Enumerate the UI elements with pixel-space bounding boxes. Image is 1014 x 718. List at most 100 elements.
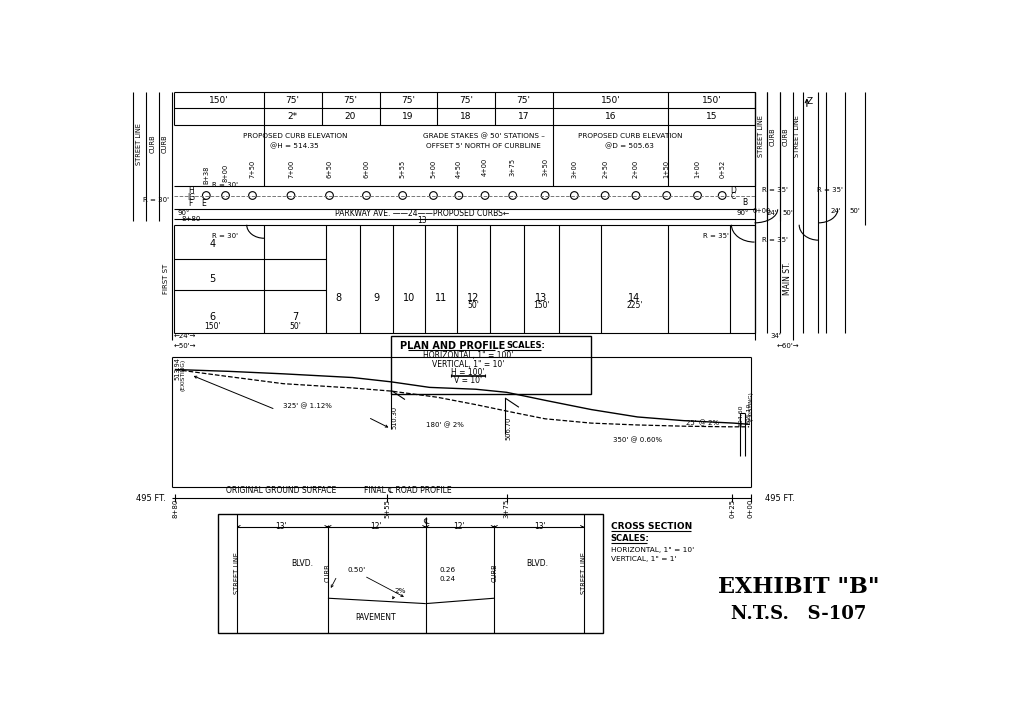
Text: 13: 13 bbox=[417, 215, 427, 225]
Text: F: F bbox=[189, 200, 193, 208]
Text: 24': 24' bbox=[830, 208, 842, 214]
Text: 2%: 2% bbox=[394, 587, 406, 594]
Text: 150': 150' bbox=[533, 301, 550, 310]
Text: ←60'→: ←60'→ bbox=[777, 342, 799, 349]
Text: B+38: B+38 bbox=[203, 166, 209, 184]
Text: 8+80: 8+80 bbox=[182, 215, 201, 222]
Text: (EXISTING): (EXISTING) bbox=[180, 359, 186, 391]
Text: ←50'→: ←50'→ bbox=[173, 342, 196, 349]
Text: STREET LINE: STREET LINE bbox=[136, 123, 142, 165]
Text: 3+50: 3+50 bbox=[542, 158, 549, 176]
Text: STREET LINE: STREET LINE bbox=[794, 116, 800, 157]
Text: PLAN AND PROFILE: PLAN AND PROFILE bbox=[401, 340, 505, 350]
Text: 5: 5 bbox=[209, 274, 216, 284]
Text: 513.94: 513.94 bbox=[174, 358, 180, 381]
Text: 0+52: 0+52 bbox=[719, 160, 725, 179]
Text: B: B bbox=[742, 198, 748, 207]
Text: 50': 50' bbox=[782, 210, 793, 216]
Text: IG: IG bbox=[187, 192, 195, 202]
Text: 12: 12 bbox=[467, 293, 480, 303]
Text: 6+00: 6+00 bbox=[363, 160, 369, 179]
Text: 495 FT.: 495 FT. bbox=[136, 493, 165, 503]
Text: ←24'→: ←24'→ bbox=[173, 333, 196, 340]
Text: 5+55: 5+55 bbox=[384, 498, 390, 518]
Text: 4: 4 bbox=[209, 239, 216, 249]
Text: 150': 150' bbox=[600, 95, 621, 105]
Text: OFFSET 5' NORTH OF CURBLINE: OFFSET 5' NORTH OF CURBLINE bbox=[426, 143, 540, 149]
Text: D: D bbox=[730, 186, 736, 195]
Text: 8+00: 8+00 bbox=[222, 163, 228, 182]
Text: R = 35': R = 35' bbox=[762, 187, 788, 193]
Text: 50': 50' bbox=[467, 301, 480, 310]
Text: 13': 13' bbox=[275, 522, 287, 531]
Text: MAIN ST.: MAIN ST. bbox=[783, 262, 792, 295]
Text: CURB: CURB bbox=[324, 564, 331, 582]
Text: 34': 34' bbox=[771, 333, 782, 340]
Text: 13: 13 bbox=[535, 293, 548, 303]
Text: 15: 15 bbox=[706, 113, 717, 121]
Text: 18: 18 bbox=[460, 113, 472, 121]
Text: 0+00: 0+00 bbox=[747, 498, 753, 518]
Bar bbox=[391, 337, 591, 394]
Text: CURB: CURB bbox=[770, 127, 776, 146]
Text: 0.26: 0.26 bbox=[439, 567, 455, 573]
Text: 0.50': 0.50' bbox=[348, 567, 366, 573]
Text: 350' @ 0.60%: 350' @ 0.60% bbox=[612, 437, 662, 444]
Text: 9: 9 bbox=[373, 293, 379, 303]
Text: 0+00: 0+00 bbox=[753, 208, 772, 214]
Text: R = 30': R = 30' bbox=[143, 197, 169, 203]
Text: CURB: CURB bbox=[161, 134, 167, 153]
Text: 7+50: 7+50 bbox=[249, 160, 256, 179]
Text: 90°: 90° bbox=[177, 210, 191, 216]
Text: 4+50: 4+50 bbox=[456, 160, 461, 179]
Text: 504.60: 504.60 bbox=[739, 405, 744, 426]
Text: 75': 75' bbox=[344, 95, 357, 105]
Text: 0.24: 0.24 bbox=[439, 576, 455, 582]
Text: 16: 16 bbox=[604, 113, 617, 121]
Text: 24': 24' bbox=[767, 210, 778, 216]
Text: 3+75: 3+75 bbox=[504, 498, 510, 518]
Text: ORIGINAL GROUND SURFACE: ORIGINAL GROUND SURFACE bbox=[225, 486, 336, 495]
Text: HORIZONTAL, 1" = 10': HORIZONTAL, 1" = 10' bbox=[610, 546, 694, 553]
Text: 5+55: 5+55 bbox=[400, 160, 406, 179]
Text: 225': 225' bbox=[627, 301, 643, 310]
Text: 7+00: 7+00 bbox=[288, 160, 294, 179]
Text: 25' @ 2%: 25' @ 2% bbox=[686, 420, 720, 426]
Text: R = 35': R = 35' bbox=[703, 233, 729, 239]
Text: R = 35': R = 35' bbox=[762, 237, 788, 243]
Text: GRADE STAKES @ 50' STATIONS –: GRADE STAKES @ 50' STATIONS – bbox=[423, 133, 545, 139]
Text: 12': 12' bbox=[453, 522, 464, 531]
Text: BLVD.: BLVD. bbox=[292, 559, 313, 568]
Text: 75': 75' bbox=[516, 95, 530, 105]
Text: 5+00: 5+00 bbox=[430, 160, 436, 179]
Text: R = 35': R = 35' bbox=[817, 187, 843, 193]
Text: 150': 150' bbox=[209, 95, 228, 105]
Text: 1+00: 1+00 bbox=[695, 160, 701, 178]
Text: 11: 11 bbox=[435, 293, 447, 303]
Text: 150': 150' bbox=[702, 95, 721, 105]
Text: 14: 14 bbox=[629, 293, 641, 303]
Text: 8: 8 bbox=[335, 293, 341, 303]
Text: H: H bbox=[188, 186, 194, 195]
Text: 2+00: 2+00 bbox=[633, 160, 639, 179]
Text: CURB: CURB bbox=[149, 134, 155, 153]
Text: 75': 75' bbox=[286, 95, 299, 105]
Text: 50': 50' bbox=[850, 208, 860, 214]
Text: 505.10: 505.10 bbox=[746, 403, 751, 424]
Text: EXHIBIT "B": EXHIBIT "B" bbox=[719, 576, 880, 597]
Text: 506.70: 506.70 bbox=[505, 417, 511, 441]
Text: 150': 150' bbox=[204, 322, 221, 331]
Text: 13': 13' bbox=[533, 522, 546, 531]
Text: 3+00: 3+00 bbox=[571, 160, 577, 178]
Text: BLVD.: BLVD. bbox=[526, 559, 549, 568]
Text: 495 FT.: 495 FT. bbox=[765, 493, 795, 503]
Text: 75': 75' bbox=[458, 95, 473, 105]
Text: PAVEMENT: PAVEMENT bbox=[355, 613, 396, 622]
Text: 19: 19 bbox=[403, 113, 414, 121]
Text: CURB: CURB bbox=[491, 564, 497, 582]
Text: Z: Z bbox=[807, 97, 813, 106]
Text: 17: 17 bbox=[518, 113, 529, 121]
Text: STREET LINE: STREET LINE bbox=[234, 552, 240, 594]
Text: CROSS SECTION: CROSS SECTION bbox=[610, 522, 692, 531]
Text: SCALES:: SCALES: bbox=[610, 534, 649, 544]
